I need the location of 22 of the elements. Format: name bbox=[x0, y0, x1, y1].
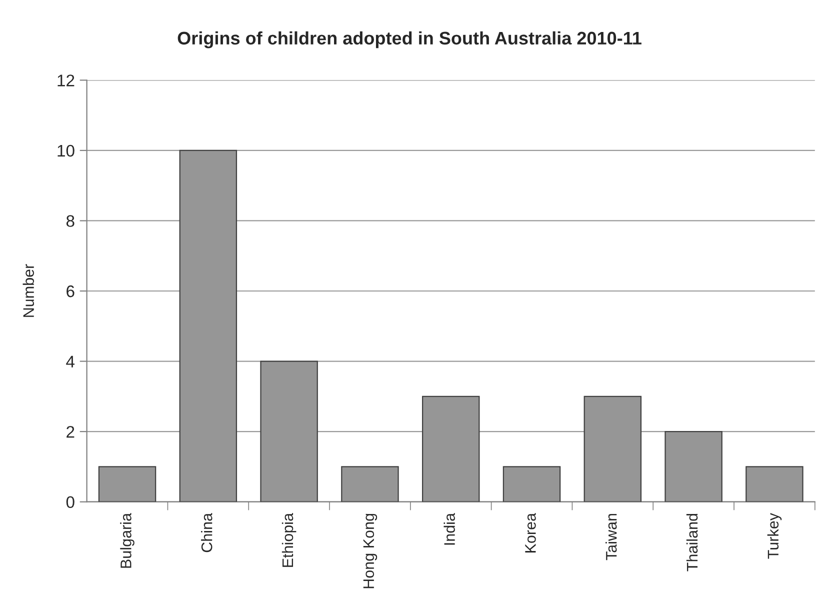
bar bbox=[746, 466, 804, 502]
y-tick-label: 8 bbox=[66, 215, 74, 227]
x-tick-label: Thailand bbox=[686, 514, 698, 572]
y-tick-label: 12 bbox=[58, 74, 74, 86]
x-tick-label: Turkey bbox=[767, 512, 782, 559]
x-tick-label: Korea bbox=[525, 512, 536, 552]
y-tick-label: 2 bbox=[66, 426, 74, 438]
y-axis-title: Number bbox=[22, 264, 34, 317]
y-tick-label: 0 bbox=[66, 496, 74, 508]
x-tick-label: Bulgaria bbox=[120, 512, 134, 568]
x-tick-label: India bbox=[444, 512, 455, 545]
bar bbox=[98, 466, 156, 502]
x-tick-label: Hong Kong bbox=[363, 514, 378, 588]
bar bbox=[341, 466, 399, 502]
x-tick-label: Ethiopia bbox=[282, 512, 296, 567]
chart-title: Origins of children adopted in South Australia 2010-11 bbox=[178, 31, 642, 48]
y-tick-label: 10 bbox=[58, 144, 74, 157]
x-tick-label: China bbox=[201, 512, 212, 552]
y-tick-label: 4 bbox=[66, 356, 75, 368]
bar bbox=[502, 466, 561, 502]
y-tick-label: 6 bbox=[66, 285, 74, 298]
x-tick-label: Taiwan bbox=[606, 514, 617, 560]
